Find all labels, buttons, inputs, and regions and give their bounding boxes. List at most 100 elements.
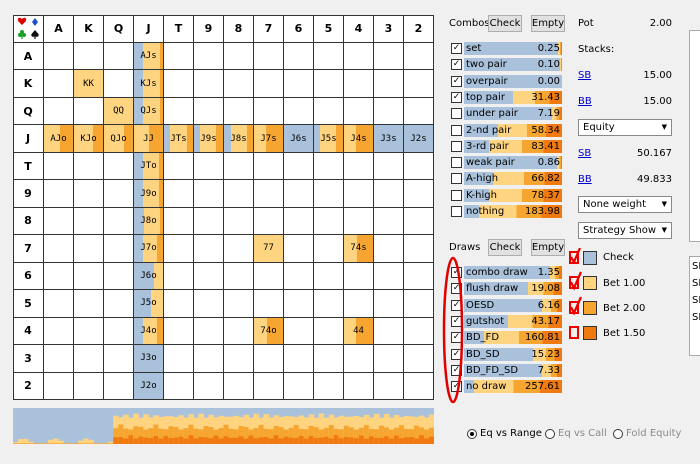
hand-cell[interactable]: J8s: [224, 125, 254, 153]
bet150-swatch[interactable]: [583, 326, 597, 340]
hand-cell[interactable]: AJo: [44, 125, 74, 153]
hand-cell[interactable]: [374, 180, 404, 208]
hand-cell[interactable]: [404, 97, 434, 126]
hand-cell[interactable]: [374, 262, 404, 291]
hand-cell[interactable]: [74, 345, 104, 373]
hand-cell[interactable]: [194, 152, 224, 181]
hand-cell[interactable]: [284, 152, 314, 181]
hand-cell[interactable]: [344, 43, 374, 71]
hand-cell[interactable]: [194, 70, 224, 98]
combos-empty-button[interactable]: Empty: [531, 15, 565, 32]
hand-cell[interactable]: [164, 152, 194, 181]
stack-bb-link[interactable]: BB: [578, 96, 592, 107]
hand-cell[interactable]: [344, 262, 374, 291]
hand-cell[interactable]: [44, 180, 74, 208]
hand-cell[interactable]: [404, 207, 434, 236]
hand-cell[interactable]: [314, 290, 344, 318]
hand-cell[interactable]: [254, 207, 284, 236]
hand-cell[interactable]: [404, 372, 434, 400]
hand-cell[interactable]: [74, 180, 104, 208]
hand-cell[interactable]: [44, 345, 74, 373]
draws-check-button[interactable]: Check: [488, 239, 522, 256]
hand-cell[interactable]: [254, 70, 284, 98]
hand-cell[interactable]: [74, 235, 104, 263]
hand-cell[interactable]: JTo: [134, 152, 164, 181]
hand-cell[interactable]: [254, 290, 284, 318]
stack-sb-link[interactable]: SB: [578, 70, 592, 81]
hand-cell[interactable]: J7o: [134, 235, 164, 263]
hand-cell[interactable]: [224, 262, 254, 291]
hand-cell[interactable]: [284, 207, 314, 236]
combos-checkbox[interactable]: [451, 173, 462, 185]
combos-checkbox[interactable]: [451, 108, 462, 120]
hand-cell[interactable]: [284, 290, 314, 318]
hand-cell[interactable]: J4o: [134, 317, 164, 346]
hand-cell[interactable]: [224, 235, 254, 263]
hand-cell[interactable]: [404, 43, 434, 71]
hand-cell[interactable]: [224, 290, 254, 318]
hand-cell[interactable]: J8o: [134, 207, 164, 236]
hand-cell[interactable]: [224, 70, 254, 98]
hand-cell[interactable]: [44, 43, 74, 71]
hand-cell[interactable]: [164, 207, 194, 236]
combos-checkbox[interactable]: [451, 140, 462, 152]
hand-cell[interactable]: [74, 317, 104, 346]
hand-cell[interactable]: [404, 290, 434, 318]
hand-cell[interactable]: [284, 43, 314, 71]
hand-cell[interactable]: [374, 317, 404, 346]
hand-cell[interactable]: [374, 290, 404, 318]
hand-cell[interactable]: [404, 180, 434, 208]
hand-cell[interactable]: [74, 372, 104, 400]
hand-cell[interactable]: [314, 152, 344, 181]
hand-cell[interactable]: [164, 262, 194, 291]
hand-cell[interactable]: [74, 152, 104, 181]
hand-cell[interactable]: [44, 372, 74, 400]
hand-cell[interactable]: [344, 97, 374, 126]
combos-checkbox[interactable]: [451, 157, 462, 169]
hand-cell[interactable]: [284, 317, 314, 346]
bet100-swatch[interactable]: [583, 276, 597, 290]
hand-cell[interactable]: [104, 180, 134, 208]
hand-cell[interactable]: [404, 235, 434, 263]
hand-cell[interactable]: [284, 372, 314, 400]
hand-cell[interactable]: [164, 290, 194, 318]
hand-cell[interactable]: [104, 235, 134, 263]
hand-cell[interactable]: [104, 207, 134, 236]
hand-cell[interactable]: [374, 152, 404, 181]
hand-cell[interactable]: [224, 317, 254, 346]
combos-check-button[interactable]: Check: [488, 15, 522, 32]
hand-cell[interactable]: J6s: [284, 125, 314, 153]
hand-cell[interactable]: [74, 207, 104, 236]
hand-cell[interactable]: J2o: [134, 372, 164, 400]
hand-cell[interactable]: [74, 262, 104, 291]
hand-cell[interactable]: J2s: [404, 125, 434, 153]
hand-cell[interactable]: [104, 152, 134, 181]
hand-cell[interactable]: [314, 345, 344, 373]
equity-bb-link[interactable]: BB: [578, 174, 592, 185]
hand-cell[interactable]: [314, 43, 344, 71]
hand-cell[interactable]: [44, 317, 74, 346]
hand-cell[interactable]: [344, 180, 374, 208]
hand-cell[interactable]: J7s: [254, 125, 284, 153]
hand-cell[interactable]: [194, 262, 224, 291]
hand-cell[interactable]: [374, 207, 404, 236]
equity-mode-radio[interactable]: [613, 429, 623, 439]
hand-cell[interactable]: [104, 262, 134, 291]
hand-cell[interactable]: [344, 372, 374, 400]
hand-cell[interactable]: [314, 317, 344, 346]
hand-cell[interactable]: [194, 345, 224, 373]
combos-checkbox[interactable]: ✓: [451, 75, 462, 87]
hand-cell[interactable]: [314, 97, 344, 126]
hand-cell[interactable]: [164, 70, 194, 98]
hand-cell[interactable]: [284, 262, 314, 291]
hand-cell[interactable]: [164, 345, 194, 373]
hand-cell[interactable]: [374, 43, 404, 71]
hand-cell[interactable]: [224, 43, 254, 71]
equity-dropdown[interactable]: Equity ▼: [578, 119, 672, 136]
hand-cell[interactable]: [194, 290, 224, 318]
hand-cell[interactable]: [194, 97, 224, 126]
weight-dropdown[interactable]: None weight ▼: [578, 196, 672, 213]
hand-cell[interactable]: [104, 70, 134, 98]
combos-checkbox[interactable]: [451, 189, 462, 201]
hand-cell[interactable]: [164, 235, 194, 263]
